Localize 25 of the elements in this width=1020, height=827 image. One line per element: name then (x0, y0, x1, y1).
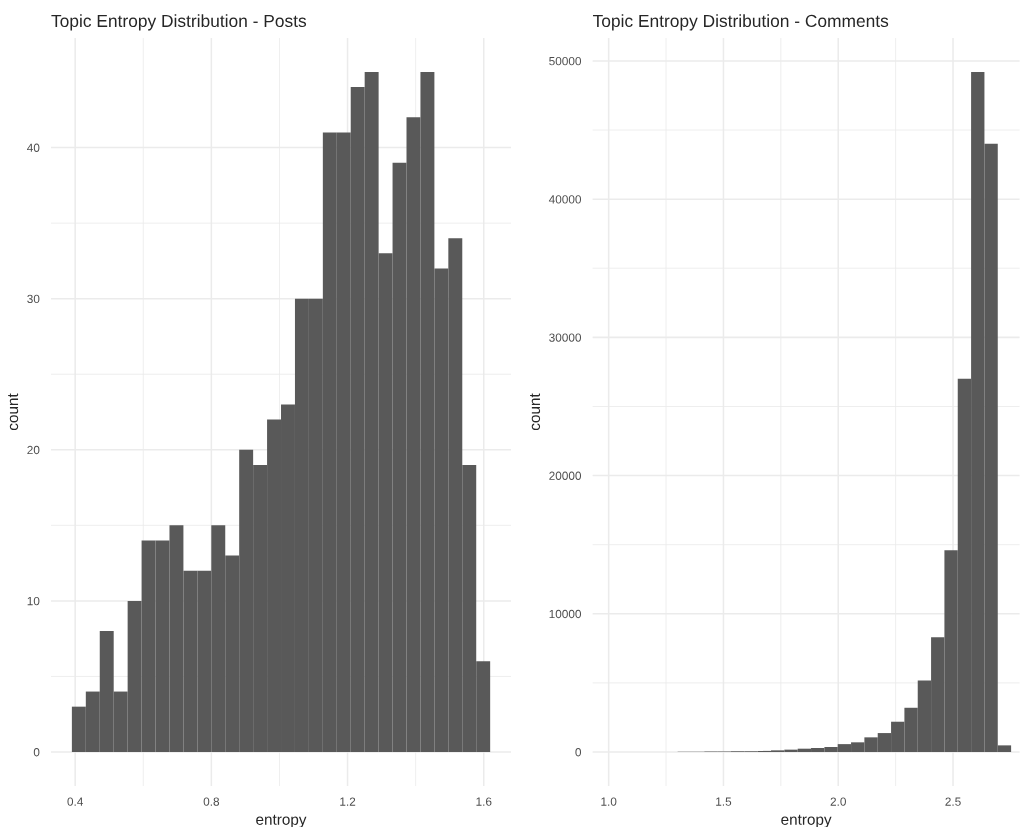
x-tick-label: 0.4 (67, 797, 84, 806)
y-tick-label: 20000 (549, 471, 582, 480)
y-tick-label: 40000 (548, 195, 582, 204)
y-tick-label: 30000 (549, 333, 582, 342)
y-tick-label: 30 (27, 294, 40, 304)
x-tick-label: 0.8 (203, 797, 220, 806)
y-tick-label: 40 (27, 143, 40, 152)
x-tick-label: 1.2 (340, 797, 356, 806)
x-tick-label: 1.6 (476, 797, 492, 806)
x-tick-label: 1.5 (716, 797, 732, 806)
x-tick-label: 2.5 (945, 797, 961, 806)
x-tick-label: 1.0 (601, 797, 617, 806)
x-axis-title: entropy (781, 814, 832, 827)
chart-title: Topic Entropy Distribution - Posts (51, 14, 307, 31)
x-axis-title: entropy (256, 814, 307, 827)
y-tick-label: 20 (27, 445, 40, 455)
y-tick-label: 10 (27, 596, 40, 606)
x-tick-label: 2.0 (830, 797, 846, 806)
y-axis-title: count (530, 393, 541, 431)
y-axis-title: count (8, 393, 19, 431)
y-tick-label: 0 (575, 748, 582, 757)
y-tick-label: 0 (33, 748, 40, 757)
chart-title: Topic Entropy Distribution - Comments (592, 14, 889, 31)
y-tick-label: 50000 (549, 56, 582, 66)
y-tick-label: 10000 (549, 609, 582, 619)
